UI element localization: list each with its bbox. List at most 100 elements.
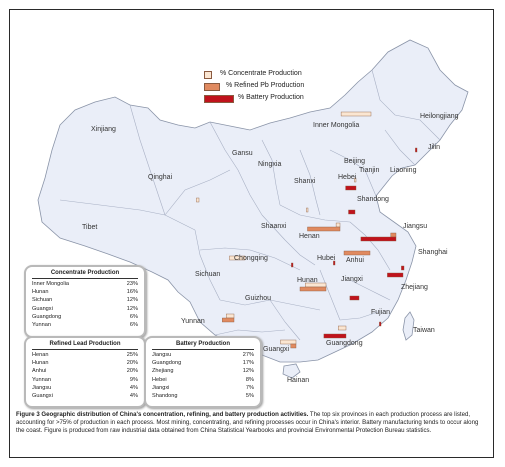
bar-battery-shandong — [348, 209, 356, 215]
battery-row-pct: 17% — [242, 360, 254, 367]
hainan-shape — [282, 363, 301, 379]
legend-swatch-concentrate — [204, 71, 212, 79]
bar-refined-anhui — [343, 250, 371, 256]
concentrate-table-row: Hunan 16% — [32, 288, 138, 296]
province-label-hubei: Hubei — [317, 255, 336, 262]
bar-battery-chongqing — [291, 262, 294, 268]
bar-concentrate-shaanxi — [306, 207, 309, 213]
refined-row-name: Yunnan — [32, 376, 51, 383]
bar-concentrate-guangdong — [338, 325, 347, 331]
province-label-heilongjiang: Heilongjiang — [420, 113, 459, 120]
province-label-ningxia: Ningxia — [258, 161, 281, 168]
province-label-sichuan: Sichuan — [195, 271, 220, 278]
refined-table-row: Hunan 20% — [32, 359, 138, 367]
province-label-fujian: Fujian — [371, 309, 390, 316]
province-label-jiangsu: Jiangsu — [403, 223, 427, 230]
caption-text: The top six provinces in each production… — [16, 411, 479, 435]
province-label-anhui: Anhui — [346, 257, 364, 264]
concentrate-table-title: Concentrate Production — [32, 269, 138, 279]
bar-concentrate-qinghai — [196, 197, 200, 203]
province-labels-layer: Heilongjiang Jilin Inner Mongolia Liaoning X… — [82, 113, 459, 384]
bar-refined-jiangsu — [390, 232, 397, 238]
refined-row-name: Hunan — [32, 360, 49, 367]
battery-table: Battery Production Jiangsu 27% Guangdong 17… — [144, 336, 262, 408]
province-label-zhejiang: Zhejiang — [401, 284, 428, 291]
province-label-shandong: Shandong — [357, 196, 389, 203]
concentrate-table-row: Guangxi 12% — [32, 305, 138, 313]
province-label-hunan: Hunan — [297, 277, 318, 284]
bar-refined-henan — [307, 226, 341, 232]
bar-battery-fujian — [379, 321, 382, 327]
province-label-tianjin: Tianjin — [359, 167, 379, 174]
bar-battery-liaoning — [415, 147, 418, 153]
bar-battery-guangdong — [323, 333, 347, 339]
bar-concentrate-sichuan — [229, 255, 246, 261]
refined-row-name: Guangxi — [32, 393, 53, 400]
concentrate-row-pct: 23% — [126, 281, 138, 287]
concentrate-row-name: Guangxi — [32, 305, 53, 312]
battery-row-name: Hebei — [152, 376, 167, 383]
concentrate-table-row: Guangdong 6% — [32, 313, 138, 321]
battery-table-row: Zhejiang 12% — [152, 367, 254, 375]
refined-row-name: Anhui — [32, 368, 47, 375]
legend-swatch-refined — [204, 83, 220, 91]
battery-table-row: Guangdong 17% — [152, 359, 254, 367]
refined-table-row: Yunnan 9% — [32, 376, 138, 384]
concentrate-row-name: Yunnan — [32, 322, 51, 329]
refined-row-pct: 25% — [126, 352, 138, 358]
concentrate-row-name: Sichuan — [32, 297, 53, 304]
refined-table-row: Jiangsu 4% — [32, 384, 138, 392]
concentrate-table-row: Yunnan 6% — [32, 321, 138, 329]
bar-refined-yunnan — [222, 317, 235, 323]
refined-table: Refined Lead Production Henan 25% Hunan 20%… — [24, 336, 146, 408]
province-label-chongqing: Chongqing — [234, 255, 268, 262]
refined-table-title: Refined Lead Production — [32, 340, 138, 350]
refined-row-pct: 20% — [126, 368, 138, 375]
concentrate-table-row: Inner Mongolia 23% — [32, 280, 138, 288]
battery-table-row: Hebei 8% — [152, 376, 254, 384]
battery-row-pct: 5% — [245, 393, 254, 400]
concentrate-row-pct: 6% — [129, 313, 138, 320]
concentrate-table: Concentrate Production Inner Mongolia 23%… — [24, 265, 146, 338]
bar-refined-guangxi — [290, 343, 297, 349]
battery-row-name: Jiangsu — [152, 352, 172, 358]
concentrate-row-name: Inner Mongolia — [32, 281, 70, 287]
bar-concentrate-henan — [335, 222, 341, 228]
legend-label-refined: % Refined Pb Production — [226, 82, 305, 89]
province-label-shanxi: Shanxi — [294, 178, 316, 185]
province-label-shanghai: Shanghai — [418, 249, 448, 256]
bar-refined-hunan — [299, 286, 327, 292]
province-label-guangxi: Guangxi — [263, 346, 290, 353]
figure-caption: Figure 3 Geographic distribution of Chin… — [16, 411, 484, 436]
production-bars-layer — [196, 111, 418, 349]
concentrate-row-pct: 6% — [129, 322, 138, 329]
refined-table-rows: Henan 25% Hunan 20% Anhui 20% Yunnan 9% Jiangsu 4… — [32, 351, 138, 400]
province-label-hainan: Hainan — [287, 377, 309, 384]
province-label-inner-mongolia: Inner Mongolia — [313, 122, 359, 129]
bar-concentrate-guangxi — [280, 339, 297, 345]
province-label-beijing: Beijing — [344, 158, 365, 165]
concentrate-row-name: Hunan — [32, 289, 49, 296]
battery-row-name: Shandong — [152, 393, 178, 400]
refined-row-pct: 20% — [126, 360, 138, 367]
battery-row-name: Jiangxi — [152, 384, 170, 391]
bar-battery-zhejiang — [387, 272, 404, 278]
province-label-guangdong: Guangdong — [326, 340, 363, 347]
bar-battery-jiangsu — [360, 236, 397, 242]
bar-battery-hubei — [333, 260, 336, 266]
refined-row-pct: 4% — [129, 393, 138, 400]
battery-table-row: Jiangxi 7% — [152, 384, 254, 392]
concentrate-row-pct: 16% — [126, 289, 138, 296]
china-outline — [37, 39, 469, 363]
bar-concentrate-yunnan — [225, 313, 235, 319]
battery-table-row: Jiangsu 27% — [152, 351, 254, 359]
province-label-jiangxi: Jiangxi — [341, 276, 363, 283]
battery-row-name: Zhejiang — [152, 368, 174, 375]
battery-row-name: Guangdong — [152, 360, 182, 367]
bar-concentrate-hebei — [354, 177, 357, 183]
province-label-henan: Henan — [299, 233, 320, 240]
battery-table-rows: Jiangsu 27% Guangdong 17% Zhejiang 12% Hebei 8%… — [152, 351, 254, 400]
bar-concentrate-inner-mongolia — [340, 111, 372, 117]
province-label-taiwan: Taiwan — [413, 327, 435, 334]
